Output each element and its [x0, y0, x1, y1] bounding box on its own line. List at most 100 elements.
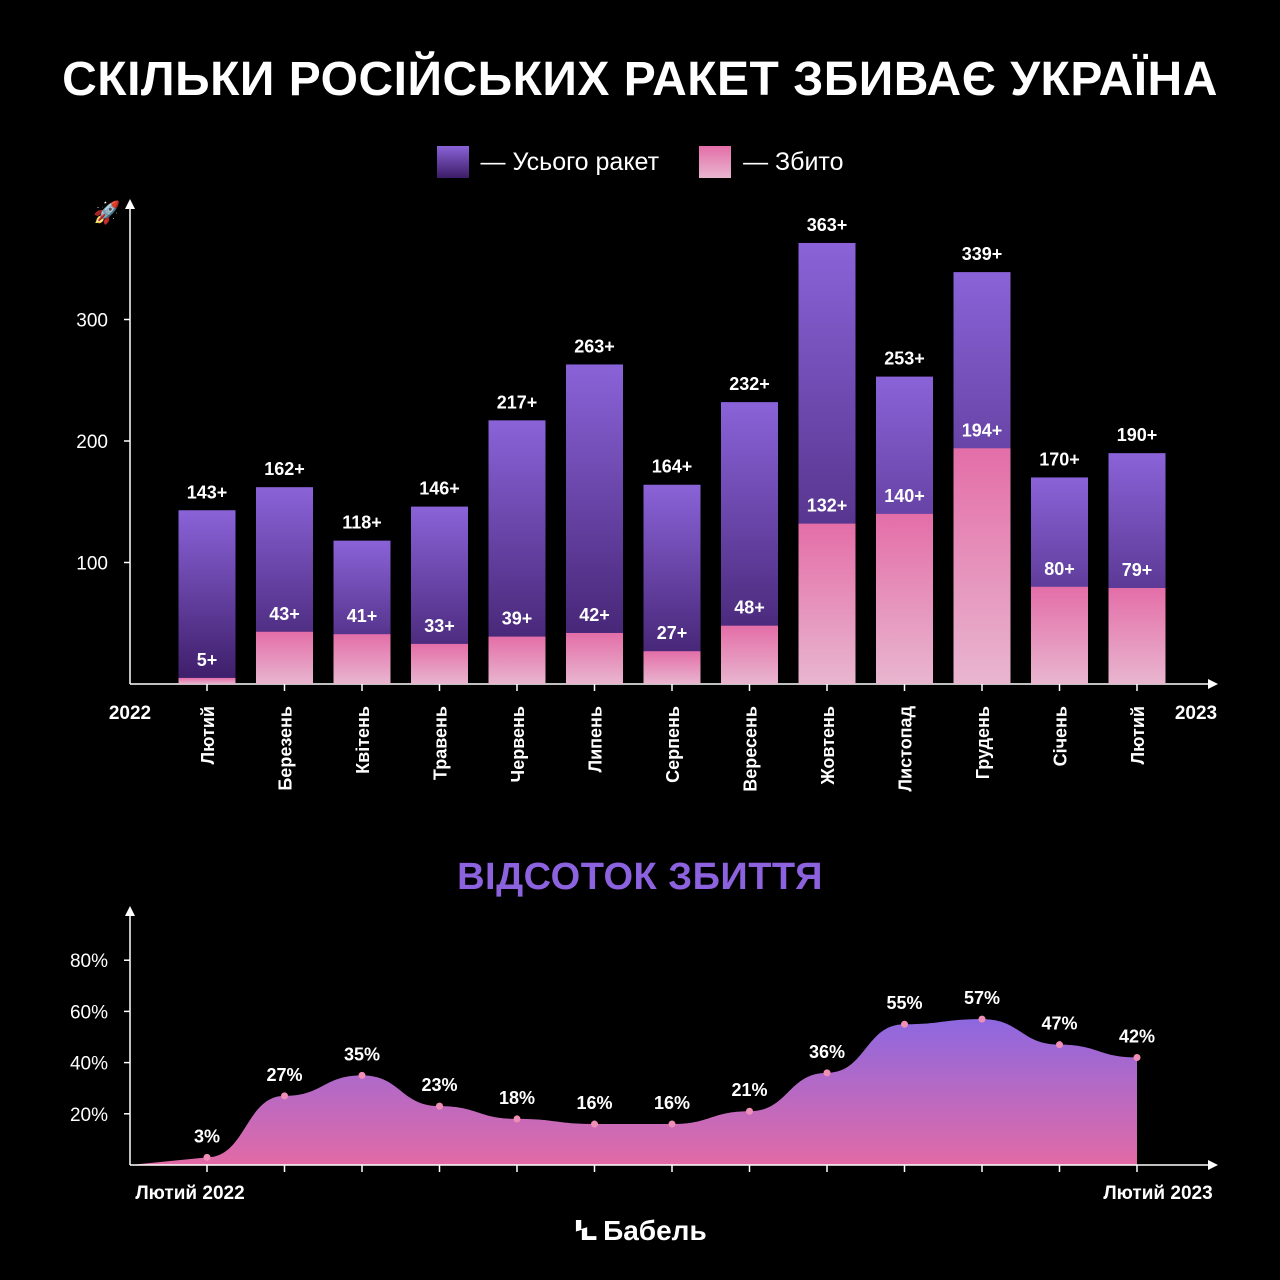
legend-item-total: — Усього ракет [436, 146, 660, 178]
percent-label: 55% [886, 993, 922, 1013]
x-start-label: Лютий 2022 [135, 1183, 244, 1204]
data-point [901, 1020, 908, 1028]
brand-logo: Ꝇ Бабель [0, 1214, 1280, 1247]
bar-total-label: 217+ [497, 392, 538, 412]
bar-down [643, 651, 701, 684]
bar-down-label: 27+ [657, 623, 688, 643]
percent-label: 21% [731, 1080, 767, 1100]
data-point [1133, 1053, 1141, 1061]
legend-label-total: — Усього ракет [480, 147, 660, 176]
x-tick-label: Грудень [973, 706, 993, 779]
bar-total-label: 263+ [574, 336, 615, 356]
bar-total-label: 164+ [652, 457, 693, 477]
x-axis-arrow [1208, 1160, 1218, 1170]
bar-total [178, 510, 236, 684]
y-tick-label: 20% [70, 1105, 108, 1126]
chart-title: СКІЛЬКИ РОСІЙСЬКИХ РАКЕТ ЗБИВАЄ УКРАЇНА [62, 53, 1218, 106]
bar-down-label: 79+ [1122, 560, 1153, 580]
x-tick-label: Листопад [896, 705, 916, 791]
bar-total-label: 190+ [1117, 425, 1158, 445]
bar-total-label: 232+ [729, 374, 770, 394]
bar-down-label: 194+ [962, 420, 1003, 440]
percent-label: 42% [1119, 1026, 1155, 1046]
legend-item-down: — Збито [699, 146, 843, 178]
bar-total-label: 162+ [264, 459, 305, 479]
bar-down [178, 677, 236, 684]
x-tick-label: Лютий [198, 706, 218, 765]
y-tick-label: 40% [70, 1054, 108, 1075]
x-tick-label: Березень [276, 706, 296, 791]
percent-label: 27% [266, 1065, 302, 1085]
x-tick-label: Червень [508, 706, 528, 782]
data-point [281, 1092, 288, 1100]
data-point [203, 1153, 211, 1161]
data-point [1056, 1041, 1063, 1049]
y-tick-label: 80% [70, 951, 108, 972]
bar-down-label: 42+ [579, 605, 610, 625]
data-point [358, 1071, 366, 1079]
legend-swatch-down [699, 146, 732, 178]
bar-total-label: 143+ [187, 482, 228, 502]
bar-down-label: 33+ [424, 616, 455, 636]
percent-label: 18% [499, 1088, 535, 1108]
bar-down [876, 513, 933, 684]
logo-text: Бабель [603, 1215, 707, 1246]
bar-down-label: 80+ [1044, 559, 1075, 579]
rocket-icon: 🚀 [93, 200, 120, 225]
data-point [823, 1069, 831, 1077]
data-point [513, 1115, 521, 1123]
bar-down [256, 631, 313, 684]
bar-down [1108, 588, 1166, 684]
bar-down [798, 523, 856, 684]
legend-label-down: — Збито [743, 147, 844, 176]
bar-down-label: 39+ [502, 609, 533, 629]
x-end-label: 2023 [1175, 703, 1217, 724]
bar-down-label: 140+ [884, 486, 925, 506]
legend: — Усього ракет — Збито [0, 146, 1280, 178]
percent-label: 47% [1041, 1014, 1077, 1034]
bar-total-label: 118+ [342, 513, 382, 533]
y-tick-label: 200 [76, 432, 108, 453]
bar-down-label: 5+ [197, 650, 218, 670]
data-point [746, 1107, 753, 1115]
x-tick-label: Липень [586, 706, 606, 773]
bar-down [411, 643, 468, 684]
x-tick-label: Вересень [741, 706, 761, 792]
y-tick-label: 100 [76, 554, 108, 575]
bar-total-label: 339+ [962, 244, 1003, 264]
x-tick-label: Травень [431, 706, 451, 780]
x-end-label: Лютий 2023 [1103, 1183, 1212, 1204]
data-point [591, 1120, 598, 1128]
bar-down [721, 625, 778, 684]
percent-label: 36% [809, 1042, 845, 1062]
bar-total-label: 253+ [884, 349, 925, 369]
bar-down [566, 632, 623, 684]
x-tick-label: Квітень [353, 706, 373, 774]
logo-icon: Ꝇ [573, 1215, 598, 1246]
x-tick-label: Січень [1051, 706, 1071, 766]
bar-total [643, 484, 701, 684]
percent-label: 3% [194, 1126, 220, 1146]
percent-label: 23% [421, 1075, 457, 1095]
y-axis-arrow [125, 906, 135, 916]
bar-total [566, 364, 623, 684]
bar-down [1031, 586, 1088, 684]
bar-down [488, 636, 546, 684]
percent-label: 57% [964, 988, 1000, 1008]
y-tick-label: 60% [70, 1002, 108, 1023]
bar-down-label: 48+ [734, 598, 765, 618]
percent-area [130, 1019, 1137, 1165]
percent-label: 16% [654, 1093, 690, 1113]
percent-label: 16% [576, 1093, 612, 1113]
data-point [978, 1015, 986, 1023]
y-tick-label: 300 [76, 311, 108, 332]
bar-down [333, 634, 391, 684]
x-tick-label: Лютий [1128, 706, 1148, 765]
data-point [436, 1102, 443, 1110]
y-axis-arrow [125, 199, 135, 209]
bar-down-label: 132+ [807, 496, 848, 516]
bar-down [953, 448, 1011, 684]
bar-chart: 🚀 100 200 300 2022 2023 143+ 5+ Лютий 162+ 43+ Бере… [76, 199, 1218, 792]
bar-down-label: 43+ [269, 604, 300, 624]
x-tick-label: Серпень [663, 706, 683, 783]
